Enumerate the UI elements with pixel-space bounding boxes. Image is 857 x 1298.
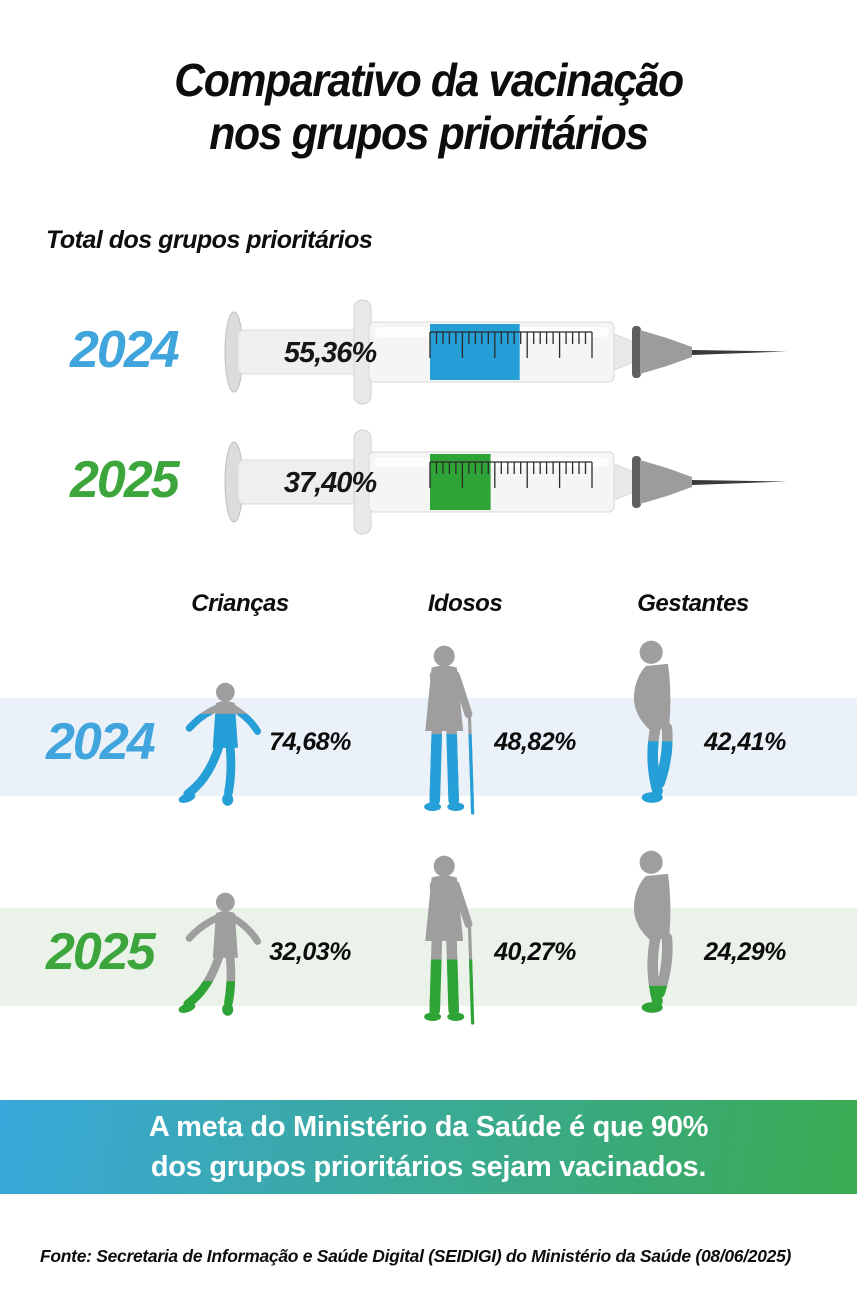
total-value-2025: 37,40% <box>284 467 377 499</box>
group-header-idosos: Idosos <box>427 590 503 617</box>
syringe-icon-2024: 55,36% <box>222 294 792 410</box>
page-title-line1: Comparativo da vacinação <box>174 54 684 106</box>
pct-idosos-2025: 40,27% <box>494 938 576 966</box>
pct-criancas-2025: 32,03% <box>269 938 351 966</box>
group-header-criancas: Crianças <box>191 590 289 617</box>
pct-criancas-2024: 74,68% <box>269 728 351 756</box>
year-label-2024-syringe: 2024 <box>70 321 180 379</box>
figure-elderly-2025 <box>400 852 500 1032</box>
syringe-icon-2025: 37,40% <box>222 424 792 540</box>
group-header-gestantes: Gestantes <box>637 590 749 617</box>
figure-pregnant-2025 <box>608 842 708 1032</box>
syringe-scale-ticks <box>429 331 593 358</box>
goal-banner-line2: dos grupos prioritários sejam vacinados. <box>150 1151 707 1183</box>
page-title-line2: nos grupos prioritários <box>209 107 649 160</box>
goal-banner: A meta do Ministério da Saúde é que 90% … <box>0 1100 857 1194</box>
goal-banner-line1: A meta do Ministério da Saúde é que 90% <box>148 1110 709 1143</box>
section-subtitle-total: Total dos grupos prioritários <box>46 226 373 254</box>
figure-child-2025 <box>176 890 270 1024</box>
year-label-2025-row: 2025 <box>46 923 156 981</box>
total-value-2024: 55,36% <box>284 337 377 369</box>
year-label-2024-row: 2024 <box>46 713 156 771</box>
pct-idosos-2024: 48,82% <box>494 728 576 756</box>
syringe-fill-2025 <box>430 454 491 510</box>
page-title: Comparativo da vacinação nos grupos prio… <box>30 54 827 161</box>
pct-gestantes-2024: 42,41% <box>704 728 786 756</box>
year-label-2025-syringe: 2025 <box>70 451 180 509</box>
pct-gestantes-2025: 24,29% <box>704 938 786 966</box>
figure-child-2024 <box>176 680 270 814</box>
figure-pregnant-2024 <box>608 632 708 822</box>
source-footer: Fonte: Secretaria de Informação e Saúde … <box>40 1246 792 1266</box>
syringe-scale-ticks <box>429 461 593 488</box>
figure-elderly-2024 <box>400 642 500 822</box>
